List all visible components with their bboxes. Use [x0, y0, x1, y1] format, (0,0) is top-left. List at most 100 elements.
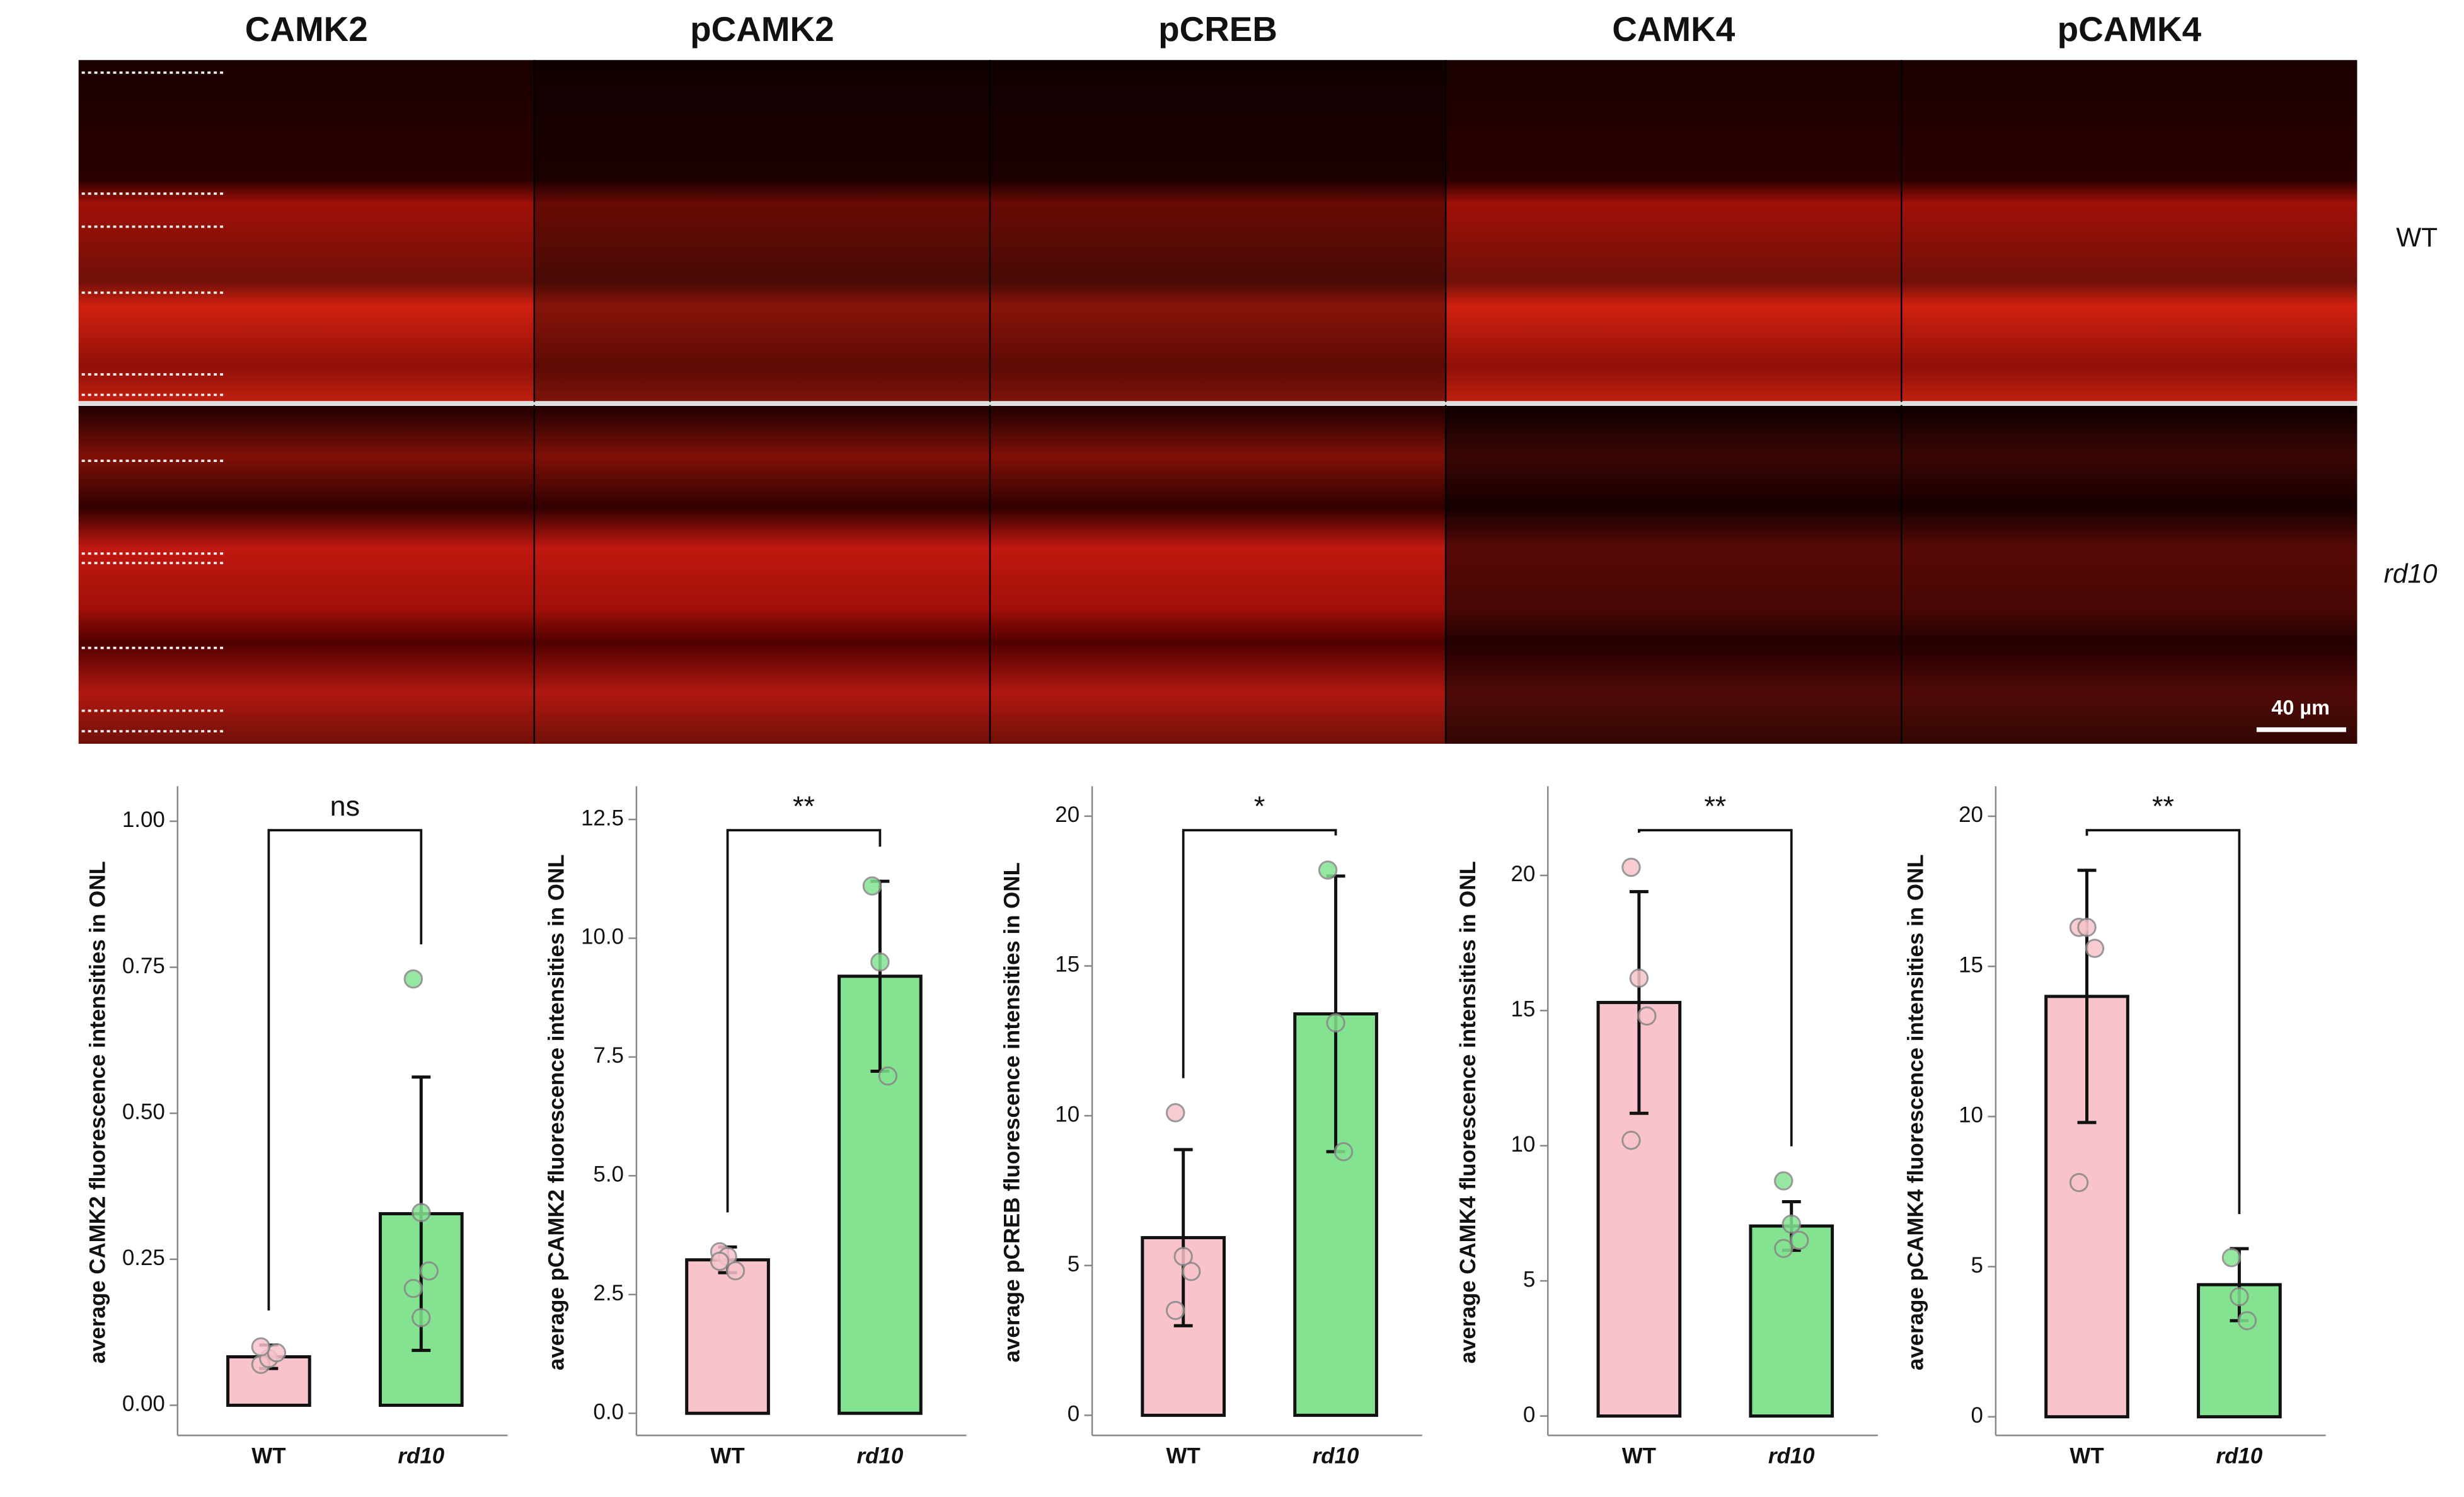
- significance-bracket: [2085, 829, 2241, 1215]
- y-tick-label: 0.50: [122, 1099, 165, 1124]
- data-point: [1789, 1230, 1809, 1251]
- data-point: [1333, 1142, 1354, 1162]
- y-tick-label: 10.0: [581, 925, 624, 949]
- layer-lines: [81, 71, 224, 732]
- y-tick-label: 15: [1055, 952, 1079, 977]
- data-point: [1318, 860, 1338, 880]
- x-tick-label: rd10: [857, 1443, 904, 1468]
- error-bar: [1173, 1148, 1193, 1327]
- data-point: [412, 1308, 431, 1327]
- x-tick-label: rd10: [2216, 1443, 2263, 1468]
- data-point: [403, 969, 423, 989]
- layer-label: OPL: [28, 548, 69, 571]
- data-point: [419, 1261, 439, 1281]
- x-tick-label: WT: [251, 1443, 285, 1468]
- x-tick-label: rd10: [398, 1443, 444, 1468]
- data-point: [1774, 1239, 1793, 1258]
- data-point: [870, 952, 890, 972]
- data-point: [251, 1337, 271, 1357]
- y-tick-label: 5: [1523, 1267, 1535, 1292]
- layer-label: INL: [28, 242, 60, 265]
- layer-label: IPL: [28, 321, 59, 344]
- data-point: [2230, 1286, 2249, 1307]
- y-axis-label: average pCREB fluorescence intensities i…: [1000, 862, 1025, 1362]
- layer-label: ONL: [28, 121, 71, 144]
- y-axis-label: average pCAMK4 fluorescence intensities …: [1903, 854, 1928, 1370]
- y-tick-label: 0.0: [593, 1399, 624, 1424]
- layer-label: GCL: [28, 374, 71, 397]
- bar-chart: 0.0 2.5 5.0 7.5 10.0 12.5 average pCAMK2 fluor…: [544, 786, 967, 1468]
- y-tick-label: 5: [1068, 1252, 1079, 1276]
- y-tick-label: 20: [1959, 802, 1983, 827]
- panel-title: pCAMK4: [2058, 9, 2202, 49]
- panel-title: CAMK4: [1612, 9, 1736, 49]
- y-tick-label: 0.75: [122, 954, 165, 978]
- x-tick-label: rd10: [1768, 1443, 1815, 1468]
- data-point: [1166, 1103, 1185, 1123]
- significance-label: **: [1704, 790, 1726, 822]
- significance-bracket: [1182, 829, 1337, 1078]
- bar-chart: 0.00 0.25 0.50 0.75 1.00 average CAMK2 fluore…: [85, 786, 508, 1468]
- y-tick-label: 20: [1511, 862, 1535, 886]
- data-point: [1173, 1247, 1193, 1266]
- significance-label: **: [793, 790, 815, 822]
- layer-label: OPL: [28, 188, 69, 211]
- panel-title: CAMK2: [245, 9, 368, 49]
- y-axis-label: average pCAMK2 fluorescence intensities …: [544, 854, 568, 1370]
- y-tick-label: 7.5: [593, 1043, 624, 1068]
- significance-bracket: [726, 829, 882, 1213]
- y-tick-label: 1.00: [122, 807, 165, 832]
- y-tick-label: 10: [1511, 1132, 1535, 1157]
- significance-label: **: [2152, 790, 2174, 822]
- data-point: [2221, 1248, 2242, 1268]
- y-tick-label: 2.5: [593, 1281, 624, 1305]
- y-tick-label: 15: [1959, 952, 1983, 977]
- y-tick-label: 0.00: [122, 1392, 165, 1416]
- scale-bar-label: 40 µm: [2271, 696, 2330, 719]
- data-point: [1166, 1300, 1185, 1321]
- bar-chart: 0 5 10 15 20 average pCREB fluorescence inten…: [1000, 786, 1422, 1468]
- data-point: [2237, 1311, 2257, 1331]
- layer-label: GCL: [28, 706, 71, 729]
- significance-bracket: [1637, 829, 1793, 1147]
- bar-chart: 0 5 10 15 20 average CAMK4 fluorescence inten…: [1456, 786, 1878, 1468]
- bar: [1749, 1224, 1834, 1418]
- y-tick-label: 0: [1523, 1402, 1535, 1427]
- data-point: [1774, 1171, 1793, 1191]
- x-tick-label: rd10: [1313, 1443, 1359, 1468]
- data-point: [1621, 1130, 1641, 1150]
- data-point: [1637, 1006, 1657, 1026]
- error-bar: [1629, 890, 1649, 1115]
- data-point: [2085, 939, 2105, 958]
- micrographs: 40 µm: [78, 60, 2357, 744]
- y-tick-label: 0.25: [122, 1246, 165, 1270]
- panel-title: pCREB: [1158, 9, 1277, 49]
- bar-chart: 0 5 10 15 20 average pCAMK4 fluorescence inte…: [1903, 786, 2326, 1468]
- data-point: [403, 1278, 423, 1298]
- data-point: [1326, 1013, 1345, 1033]
- micrograph-wt: [78, 60, 2357, 402]
- bar: [685, 1258, 770, 1415]
- x-tick-label: WT: [710, 1443, 744, 1468]
- y-axis-label: average CAMK2 fluorescence intensities i…: [85, 861, 110, 1363]
- y-tick-label: 0: [1971, 1403, 1983, 1428]
- x-tick-label: WT: [1166, 1443, 1200, 1468]
- error-bar: [2077, 869, 2097, 1124]
- data-point: [710, 1251, 730, 1271]
- y-tick-label: 5: [1971, 1253, 1983, 1278]
- data-point: [878, 1066, 898, 1086]
- x-tick-label: WT: [1622, 1443, 1656, 1468]
- significance-label: *: [1254, 790, 1265, 822]
- data-point: [267, 1343, 287, 1363]
- row-label: WT: [2396, 223, 2438, 252]
- y-tick-label: 15: [1511, 997, 1535, 1022]
- significance-bracket: [267, 829, 423, 1311]
- data-point: [725, 1261, 746, 1281]
- layer-label: ONL: [28, 480, 71, 502]
- significance-label: ns: [330, 790, 360, 822]
- row-label: rd10: [2384, 558, 2438, 588]
- layer-label: IPL: [28, 671, 59, 694]
- y-tick-label: 10: [1055, 1102, 1079, 1126]
- layer-label: INL: [28, 601, 60, 623]
